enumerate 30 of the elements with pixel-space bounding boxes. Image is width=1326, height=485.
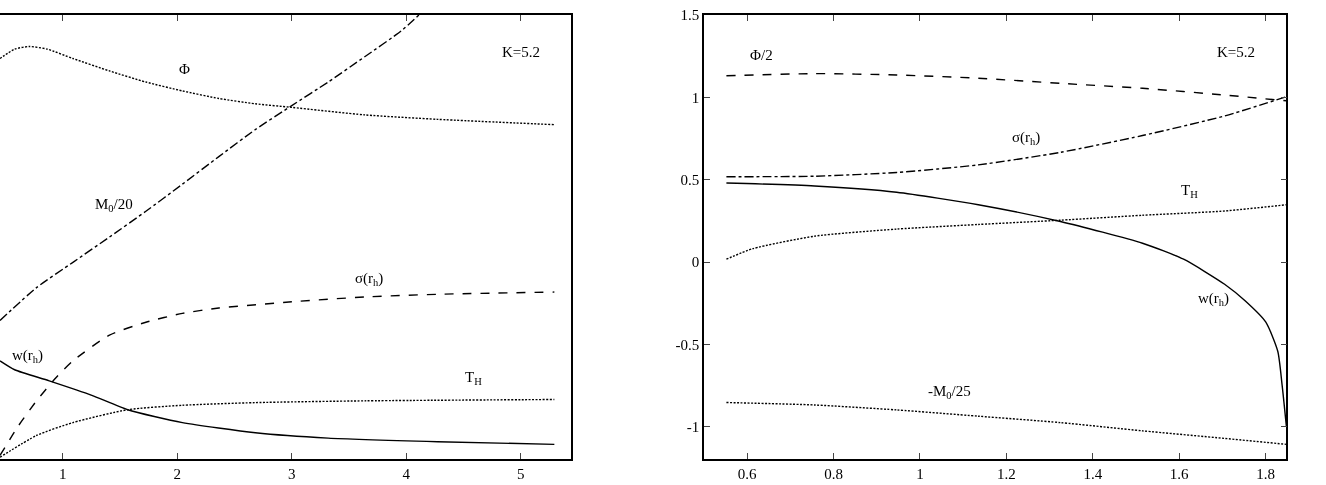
- series-label: w(r$_{h}$): [12, 347, 44, 366]
- annotation: K=5.2: [502, 44, 541, 60]
- y-tick-label: 1: [691, 89, 700, 106]
- x-tick-label: 1.2: [997, 465, 1016, 482]
- x-tick-label: 1.8: [1256, 465, 1276, 482]
- x-tick-label: 1.6: [1169, 465, 1190, 482]
- y-tick-label: 0.5: [680, 171, 700, 188]
- x-tick-label: 5: [517, 465, 525, 482]
- series-label: -M$_{0}$/25: [928, 383, 971, 402]
- x-tick-label: 2: [173, 465, 182, 482]
- y-tick-label: -1: [686, 418, 700, 435]
- series-label: σ(r$_{h}$): [355, 270, 384, 289]
- series-label: T$_{H}$: [1181, 182, 1199, 201]
- y-tick-label: 0: [691, 254, 700, 271]
- y-tick-label: -0.5: [675, 336, 700, 353]
- annotation: K=5.2: [1217, 44, 1256, 60]
- series-label: M$_{0}$/20: [95, 196, 133, 215]
- series-label: Φ: [179, 61, 190, 77]
- x-tick-label: 4: [402, 465, 411, 482]
- x-tick-label: 0.8: [824, 465, 843, 482]
- series-label: Φ/2: [750, 47, 773, 63]
- series-label: w(r$_{h}$): [1198, 290, 1230, 309]
- x-tick-label: 1.4: [1083, 465, 1103, 482]
- x-tick-label: 3: [288, 465, 296, 482]
- x-tick-label: 1: [59, 465, 67, 482]
- x-tick-label: 1: [916, 465, 924, 482]
- y-tick-label: 1.5: [680, 7, 700, 24]
- series-label: T$_{H}$: [465, 369, 483, 388]
- series-label: σ(r$_{h}$): [1012, 129, 1041, 148]
- x-tick-label: 0.6: [737, 465, 758, 482]
